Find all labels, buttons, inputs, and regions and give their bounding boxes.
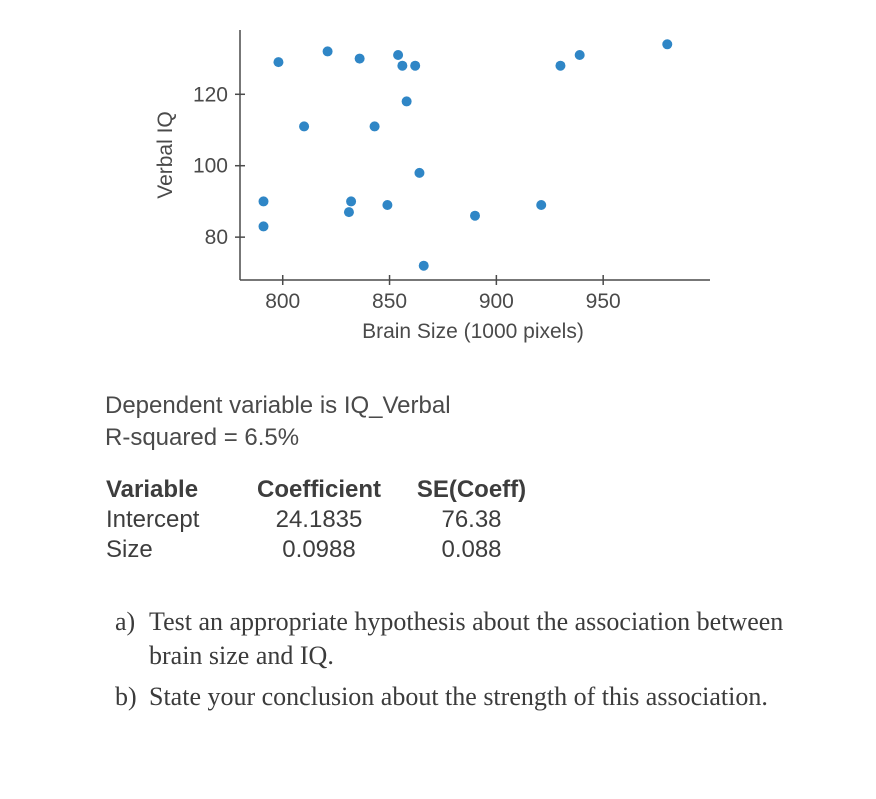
- cell-coefficient: 24.1835: [250, 505, 415, 535]
- table-header-row: Variable Coefficient SE(Coeff): [105, 475, 555, 505]
- question-text: Test an appropriate hypothesis about the…: [149, 605, 835, 674]
- svg-text:120: 120: [193, 83, 228, 106]
- cell-se: 76.38: [415, 505, 555, 535]
- question-b: b) State your conclusion about the stren…: [115, 680, 835, 714]
- question-marker: b): [115, 680, 149, 714]
- regression-summary: Dependent variable is IQ_Verbal R-square…: [105, 390, 451, 455]
- cell-se: 0.088: [415, 535, 555, 565]
- scatter-chart: 800 850 900 950 80 100 120 Brain Size (1000 pix…: [150, 20, 750, 360]
- question-a: a) Test an appropriate hypothesis about …: [115, 605, 835, 674]
- header-se: SE(Coeff): [415, 475, 555, 505]
- svg-text:850: 850: [372, 290, 407, 313]
- svg-text:800: 800: [265, 290, 300, 313]
- svg-text:Brain Size (1000 pixels): Brain Size (1000 pixels): [362, 320, 584, 343]
- svg-text:900: 900: [479, 290, 514, 313]
- rsquared-line: R-squared = 6.5%: [105, 422, 451, 454]
- question-marker: a): [115, 605, 149, 674]
- svg-text:100: 100: [193, 155, 228, 178]
- table-row: Intercept 24.1835 76.38: [105, 505, 555, 535]
- cell-variable: Size: [105, 535, 250, 565]
- question-text: State your conclusion about the strength…: [149, 680, 835, 714]
- svg-text:Verbal IQ: Verbal IQ: [154, 111, 177, 199]
- header-coefficient: Coefficient: [250, 475, 415, 505]
- questions-block: a) Test an appropriate hypothesis about …: [115, 605, 835, 720]
- cell-variable: Intercept: [105, 505, 250, 535]
- header-variable: Variable: [105, 475, 250, 505]
- dependent-variable-line: Dependent variable is IQ_Verbal: [105, 390, 451, 422]
- table-row: Size 0.0988 0.088: [105, 535, 555, 565]
- regression-table: Variable Coefficient SE(Coeff) Intercept…: [105, 475, 555, 565]
- scatter-svg: 800 850 900 950 80 100 120 Brain Size (1000 pix…: [150, 20, 750, 360]
- svg-text:950: 950: [586, 290, 621, 313]
- svg-text:80: 80: [205, 226, 228, 249]
- cell-coefficient: 0.0988: [250, 535, 415, 565]
